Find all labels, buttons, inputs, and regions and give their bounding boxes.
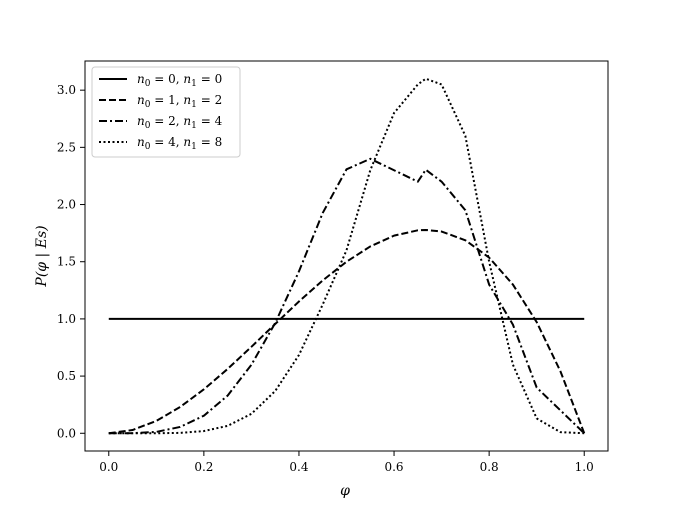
legend-label-part: = 4 xyxy=(197,114,223,128)
x-tick-label: 0.6 xyxy=(384,460,403,474)
x-tick-label: 0.4 xyxy=(289,460,308,474)
y-axis-ticks: 0.0 0.5 1.0 1.5 2.0 2.5 3.0 xyxy=(57,83,85,440)
legend-label-part: n xyxy=(180,135,192,149)
series-group xyxy=(108,77,586,435)
legend-label-part: n xyxy=(180,114,192,128)
x-tick-label: 0.8 xyxy=(480,460,499,474)
legend-label-part: 1 xyxy=(191,79,197,89)
legend-label-part: n xyxy=(137,72,145,86)
legend-label-part: 1 xyxy=(191,121,197,131)
x-axis-label: φ xyxy=(340,483,350,499)
legend-label-part: = 8 xyxy=(197,135,222,149)
legend-label-part: = 2 xyxy=(197,93,222,107)
legend-label-part: 0 xyxy=(145,142,151,152)
y-tick-label: 3.0 xyxy=(57,83,76,97)
y-tick-label: 1.5 xyxy=(57,255,76,269)
legend-label: n0 = 2, n1 = 4 xyxy=(137,114,223,131)
legend-label: n0 = 1, n1 = 2 xyxy=(137,93,222,110)
series-line-4 xyxy=(108,77,585,435)
legend-label-part: = 2, xyxy=(150,114,179,128)
y-tick-label: 0.5 xyxy=(57,369,76,383)
y-axis-label: P(φ | Es) xyxy=(34,225,50,287)
y-tick-label: 1.0 xyxy=(57,312,76,326)
legend-label-part: = 4, xyxy=(150,135,179,149)
legend-label: n0 = 0, n1 = 0 xyxy=(137,72,222,89)
y-tick-label: 2.5 xyxy=(57,140,76,154)
x-tick-label: 1.0 xyxy=(575,460,594,474)
legend-label: n0 = 4, n1 = 8 xyxy=(137,135,222,152)
legend-label-part: n xyxy=(137,114,145,128)
legend-label-part: 1 xyxy=(191,142,197,152)
legend-label-part: = 0, xyxy=(150,72,179,86)
legend-label-part: n xyxy=(180,72,192,86)
legend-label-part: 0 xyxy=(145,121,151,131)
x-axis-ticks: 0.0 0.2 0.4 0.6 0.8 1.0 xyxy=(99,451,594,474)
legend-label-part: 0 xyxy=(145,79,151,89)
x-tick-label: 0.0 xyxy=(99,460,118,474)
legend-label-part: n xyxy=(180,93,192,107)
legend-label-part: 0 xyxy=(145,100,151,110)
y-tick-label: 2.0 xyxy=(57,198,76,212)
legend-label-part: = 0 xyxy=(197,72,222,86)
legend-box xyxy=(91,66,241,158)
legend-label-part: = 1, xyxy=(150,93,179,107)
legend-label-part: n xyxy=(137,135,145,149)
series-line-2 xyxy=(108,228,586,435)
y-tick-label: 0.0 xyxy=(57,426,76,440)
legend-label-part: 1 xyxy=(191,100,197,110)
series-line-3 xyxy=(108,157,585,435)
legend: n0 = 0, n1 = 0n0 = 1, n1 = 2n0 = 2, n1 =… xyxy=(91,66,241,158)
legend-label-part: n xyxy=(137,93,145,107)
x-tick-label: 0.2 xyxy=(194,460,213,474)
